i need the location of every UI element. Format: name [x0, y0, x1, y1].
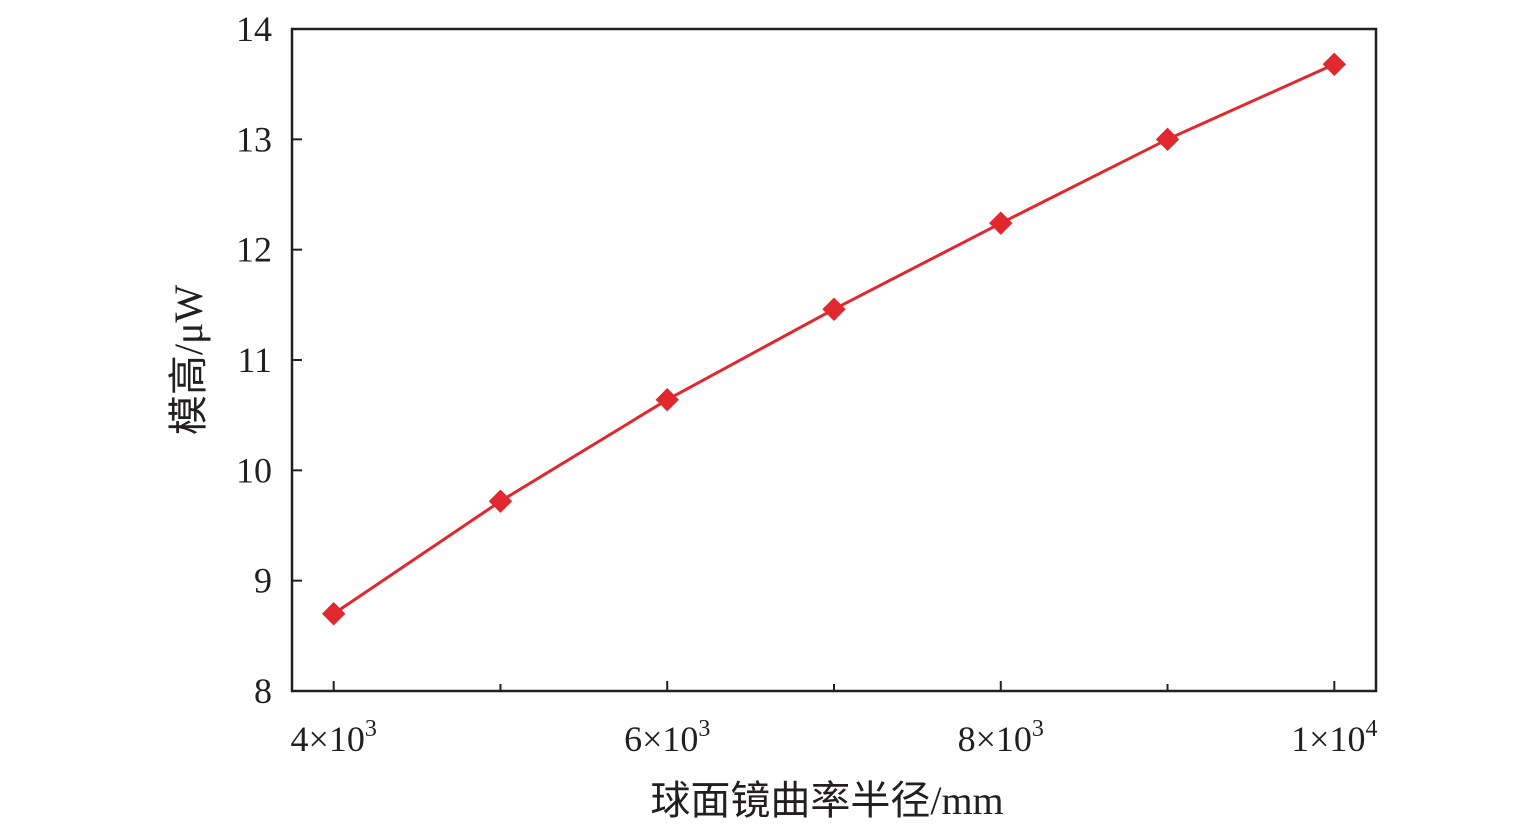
data-point [989, 211, 1013, 235]
x-tick-mantissa: 1×10 [1291, 719, 1365, 759]
y-tick-label: 11 [237, 340, 272, 380]
y-tick-label: 13 [236, 119, 272, 159]
x-tick-mantissa: 8×10 [958, 719, 1032, 759]
series-layer [321, 52, 1347, 626]
x-axis: 4×103 6×103 8×103 1×104 [291, 681, 1377, 759]
y-tick-label: 14 [236, 9, 272, 49]
plot-area-frame [290, 27, 1378, 693]
y-tick-label: 12 [236, 230, 272, 270]
y-tick-label: 8 [254, 671, 272, 711]
x-tick-label: 6×103 [624, 716, 710, 759]
x-tick-label: 8×103 [958, 716, 1044, 759]
data-point [321, 602, 346, 626]
x-tick-exponent: 3 [698, 716, 710, 742]
x-tick-label: 4×103 [291, 716, 377, 759]
x-tick-label: 1×104 [1291, 716, 1377, 759]
y-tick-label: 9 [254, 561, 272, 601]
data-point [655, 388, 679, 412]
x-tick-exponent: 3 [1032, 716, 1044, 742]
series-line [332, 62, 1335, 616]
x-tick-mantissa: 6×10 [624, 719, 698, 759]
data-point [1155, 127, 1180, 152]
data-point [1322, 52, 1347, 77]
y-axis: 8 9 10 11 12 13 14 [236, 9, 302, 711]
y-tick-label: 10 [236, 450, 272, 490]
y-axis-title: 模高/μW [166, 285, 211, 436]
x-axis-title: 球面镜曲率半径/mm [650, 778, 1003, 823]
x-tick-mantissa: 4×10 [291, 719, 365, 759]
x-tick-exponent: 3 [365, 716, 377, 742]
data-point [488, 489, 513, 513]
data-point [822, 297, 846, 321]
x-tick-exponent: 4 [1365, 716, 1377, 742]
